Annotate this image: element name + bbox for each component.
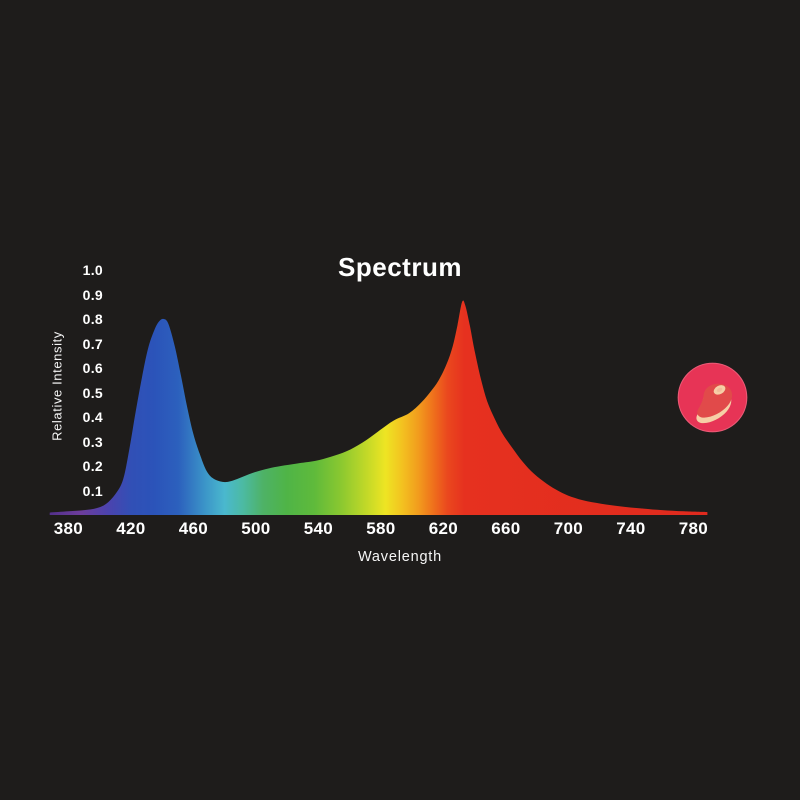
x-tick-label: 700 — [553, 519, 583, 538]
x-tick-label: 620 — [428, 519, 459, 538]
steak-marbling-inner — [716, 387, 723, 393]
spectrum-plot — [49, 300, 708, 515]
x-tick-label: 780 — [678, 519, 708, 538]
x-tick-label: 660 — [491, 519, 521, 538]
y-tick-label: 0.2 — [82, 458, 103, 474]
y-tick-label: 0.9 — [82, 286, 103, 303]
steak-icon — [677, 362, 748, 433]
x-tick-label: 460 — [178, 519, 209, 538]
y-tick-label: 0.8 — [82, 311, 103, 327]
x-axis-title: Wavelength — [357, 549, 443, 565]
x-tick-label: 540 — [303, 519, 334, 538]
x-tick-label: 380 — [53, 519, 84, 538]
x-tick-label: 420 — [116, 519, 146, 538]
steak-badge — [677, 362, 748, 433]
x-tick-label: 500 — [241, 519, 271, 538]
spectrum-area-curve — [49, 300, 708, 515]
badge-rim — [677, 362, 748, 433]
y-tick-label: 0.6 — [82, 360, 103, 376]
x-tick-label: 580 — [366, 519, 396, 538]
x-tick-label: 740 — [616, 519, 646, 538]
y-tick-label: 0.3 — [82, 433, 103, 450]
y-tick-label: 0.1 — [82, 482, 103, 499]
y-tick-label: 0.7 — [82, 335, 103, 352]
chart-title: Spectrum — [338, 252, 462, 282]
y-tick-label: 1.0 — [82, 262, 103, 278]
y-tick-label: 0.4 — [82, 409, 103, 425]
y-tick-label: 0.5 — [82, 384, 103, 401]
